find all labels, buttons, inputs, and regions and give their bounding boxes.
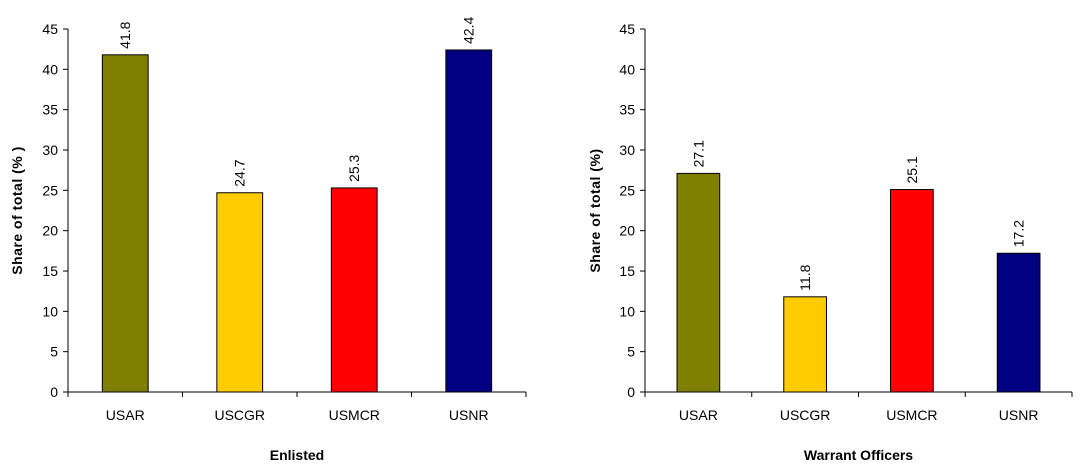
data-label: 17.2 [1011,220,1027,247]
bar-usnr [996,252,1041,393]
y-tick-label: 10 [42,303,58,319]
y-tick-label: 15 [619,263,635,279]
y-tick-label: 40 [42,61,58,77]
y-tick-label: 45 [619,21,635,37]
data-label: 25.1 [904,156,920,183]
chart-2: 0 5 10 15 20 25 30 35 40 45 USAR 27.1 USCGR 11.8 USMCR… [587,21,1073,463]
y-tick-label: 25 [619,182,635,198]
x-tick-label: USMCR [886,407,937,423]
y-tick-label: 20 [42,223,58,239]
y-tick-label: 5 [627,344,635,360]
y-tick-label: 40 [619,61,635,77]
x-tick-label: USCGR [214,407,265,423]
data-label: 11.8 [797,264,813,290]
data-label: 24.7 [232,159,248,186]
y-tick-label: 0 [627,384,635,400]
y-tick-label: 10 [619,303,635,319]
y-axis-title: Share of total (% ) [9,146,25,275]
data-label: 42.4 [461,17,477,44]
y-tick-label: 25 [42,182,58,198]
chart-1: 0 5 10 15 20 25 30 35 40 45 USAR 41.8 USCGR 24.7 USMCR… [9,17,527,463]
y-axis-title: Share of total (%) [587,148,603,272]
bar-usar [676,172,721,393]
y-tick-label: 30 [42,142,58,158]
bar-uscgr [783,296,827,393]
x-tick-label: USNR [449,407,489,423]
x-tick-label: USNR [999,407,1039,423]
y-tick-label: 30 [619,142,635,158]
bar-usmcr [890,189,934,393]
bar-usnr [445,49,493,393]
x-tick-label: USMCR [329,407,380,423]
y-tick-label: 35 [42,102,58,118]
y-tick-label: 5 [50,344,58,360]
data-label: 41.8 [117,21,133,48]
x-tick-label: USCGR [780,407,831,423]
bar-usar [101,54,149,393]
y-tick-label: 45 [42,21,58,37]
x-axis-title: Enlisted [270,447,324,463]
bar-uscgr [216,192,264,393]
data-label: 25.3 [346,154,362,181]
data-label: 27.1 [690,140,706,167]
x-tick-label: USAR [679,407,718,423]
y-tick-label: 20 [619,223,635,239]
y-tick-label: 0 [50,384,58,400]
x-tick-label: USAR [106,407,145,423]
y-tick-label: 15 [42,263,58,279]
bar-usmcr [330,187,378,393]
x-axis-title: Warrant Officers [804,447,913,463]
y-tick-label: 35 [619,102,635,118]
